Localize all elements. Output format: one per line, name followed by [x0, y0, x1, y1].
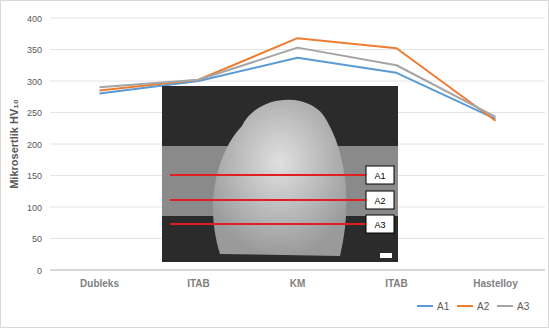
annotation: A1 — [374, 171, 385, 181]
legend-label: A3 — [517, 301, 530, 312]
y-tick-label: 200 — [27, 140, 42, 150]
y-axis-label: Mikrosertlik HV₁₀ — [8, 99, 20, 189]
legend-label: A1 — [437, 301, 450, 312]
photo-bg — [162, 86, 398, 262]
chart-root: 0 50 100 150 200 250 300 350 400 Mikrosertlik HV₁… — [0, 0, 549, 328]
annotation-box — [366, 166, 394, 184]
inset-photo: A1 A2 A3 — [162, 86, 398, 262]
legend-swatch — [417, 305, 433, 307]
legend: A1 A2 A3 — [417, 301, 530, 312]
annotation-box — [366, 191, 394, 209]
x-tick-label: ITAB — [187, 278, 210, 289]
section-line — [170, 174, 366, 176]
frame — [1, 1, 549, 328]
x-tick-label: ITAB — [385, 278, 408, 289]
annotation: A2 — [374, 196, 385, 206]
grid-line — [50, 81, 545, 82]
grid-line — [50, 270, 545, 271]
legend-swatch — [497, 305, 513, 307]
legend-label: A2 — [477, 301, 490, 312]
y-tick-label: 0 — [37, 266, 42, 276]
y-tick-label: 100 — [27, 203, 42, 213]
y-tick-label: 50 — [32, 234, 42, 244]
x-axis-line — [50, 270, 545, 271]
weld-bead — [213, 100, 346, 256]
x-tick-label: Hastelloy — [473, 278, 518, 289]
annotation: A3 — [374, 220, 385, 230]
legend-swatch — [457, 305, 473, 307]
x-tick-label: KM — [290, 278, 306, 289]
y-tick-label: 350 — [27, 45, 42, 55]
section-line — [170, 199, 366, 201]
y-tick-label: 300 — [27, 77, 42, 87]
scale-bar — [380, 253, 392, 258]
section-line — [170, 223, 366, 225]
grid-line — [50, 175, 545, 176]
y-tick-label: 400 — [27, 14, 42, 24]
grid-line — [50, 18, 545, 19]
y-tick-label: 250 — [27, 108, 42, 118]
y-tick-label: 150 — [27, 171, 42, 181]
chart: 0 50 100 150 200 250 300 350 400 Mikrosertlik HV₁… — [0, 0, 549, 328]
annotation-box — [366, 215, 394, 233]
x-tick-label: Dubleks — [80, 278, 119, 289]
grid-line — [50, 49, 545, 50]
